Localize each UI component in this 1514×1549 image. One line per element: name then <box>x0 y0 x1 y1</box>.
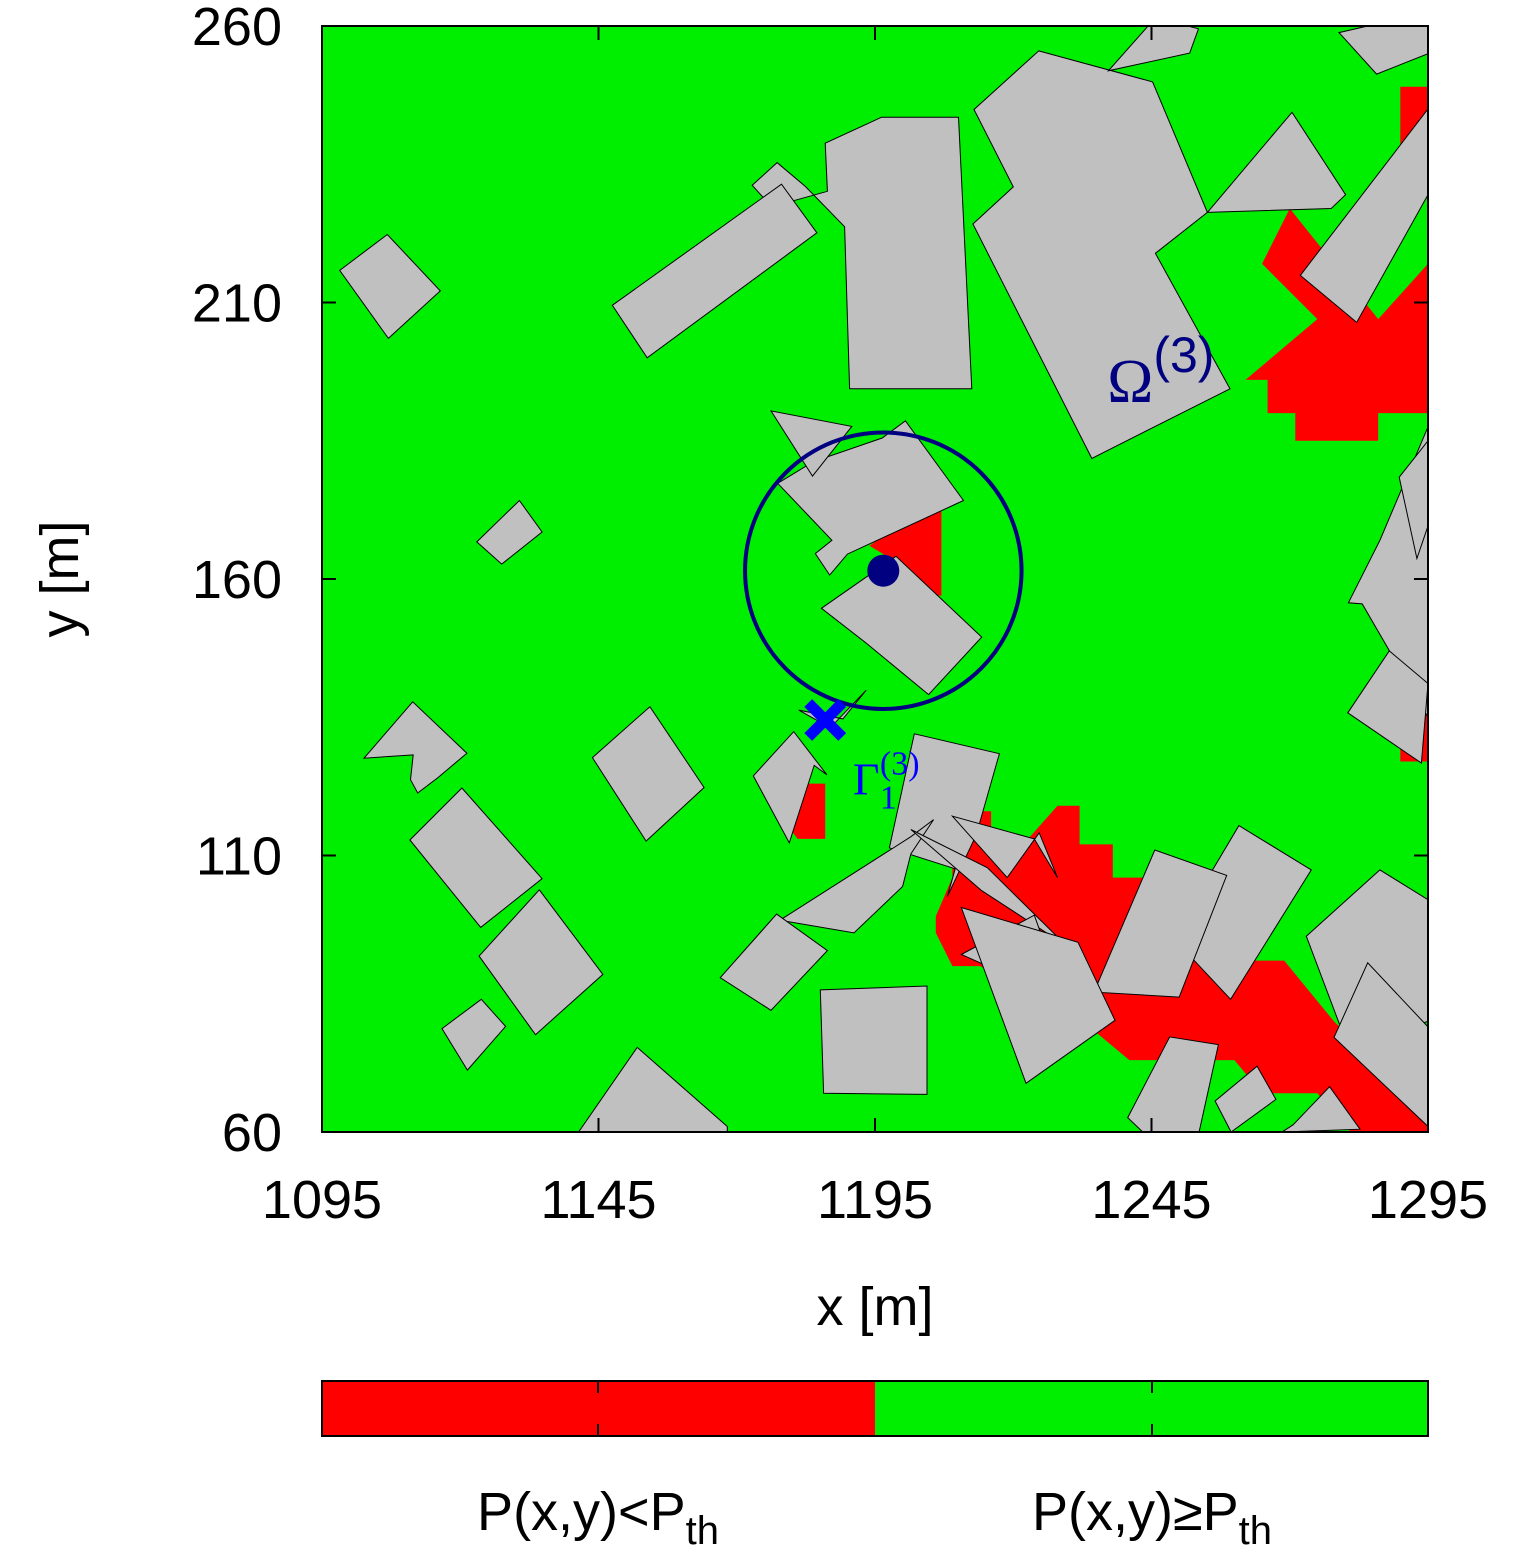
x-tick-label: 1295 <box>1368 1170 1488 1230</box>
building-footprint <box>719 913 829 1011</box>
legend-label-above: P(x,y)≥Pth <box>1032 1482 1272 1549</box>
x-tick-label: 1245 <box>1091 1170 1211 1230</box>
building-footprint <box>1347 650 1428 764</box>
building-footprint <box>751 116 973 390</box>
buildings-layer <box>339 26 1428 1132</box>
building-footprint <box>769 410 853 477</box>
building-footprint <box>819 985 928 1095</box>
y-tick-label: 60 <box>222 1103 282 1163</box>
building-footprint <box>1171 824 1312 1001</box>
building-footprint <box>1093 849 1228 998</box>
building-footprint <box>1214 1065 1277 1132</box>
building-footprint <box>1333 961 1428 1128</box>
building-footprint <box>752 730 828 845</box>
building-footprint <box>972 50 1231 460</box>
building-footprint <box>577 1046 728 1132</box>
building-footprint <box>1107 26 1200 72</box>
legend-frame <box>321 1380 1429 1437</box>
y-tick-label: 110 <box>196 827 282 887</box>
building-footprint <box>950 815 1058 879</box>
center-point <box>867 554 900 587</box>
building-footprint <box>478 889 604 1036</box>
building-footprint <box>960 906 1116 1085</box>
below-threshold-region <box>1245 208 1428 441</box>
axis-ticks <box>321 25 1429 1133</box>
legend-label-below: P(x,y)<Pth <box>477 1482 719 1549</box>
building-footprint <box>339 233 442 340</box>
x-tick-label: 1195 <box>817 1170 933 1230</box>
x-tick-label: 1095 <box>262 1170 382 1230</box>
gamma-label: Γ <box>853 754 880 805</box>
below-threshold-region <box>869 496 942 596</box>
building-footprint <box>476 499 543 565</box>
axis-tick-labels: 1095 1145 1195 1245 1295 60 110 160 210 260 <box>192 0 1488 1230</box>
building-footprint <box>1281 1085 1361 1132</box>
building-footprint <box>362 701 468 794</box>
legend-colorbar: P(x,y)<Pth P(x,y)≥Pth <box>321 1380 1429 1549</box>
gamma-superscript: (3) <box>880 746 920 783</box>
building-footprint <box>1338 26 1428 75</box>
x-axis-label: x [m] <box>817 1277 934 1337</box>
building-footprint <box>591 705 705 842</box>
y-tick-label: 210 <box>192 274 282 334</box>
y-axis-label: y [m] <box>30 521 90 638</box>
building-footprint <box>441 998 507 1071</box>
x-tick-label: 1145 <box>540 1170 656 1230</box>
building-footprint <box>1127 1036 1220 1132</box>
building-footprint <box>1299 108 1428 324</box>
building-footprint <box>611 183 818 359</box>
annotations-layer: Ω(3) Γ 1(3) <box>743 327 1214 817</box>
building-footprint <box>1206 111 1347 213</box>
y-tick-label: 260 <box>192 0 282 57</box>
gamma-subscript: 1 <box>880 780 897 817</box>
building-footprint <box>1398 439 1428 561</box>
omega-label: Ω(3) <box>1107 327 1214 416</box>
gamma-marker <box>804 699 847 741</box>
omega-region-circle <box>743 430 1024 711</box>
building-footprint <box>409 787 543 929</box>
y-tick-label: 160 <box>192 550 282 610</box>
